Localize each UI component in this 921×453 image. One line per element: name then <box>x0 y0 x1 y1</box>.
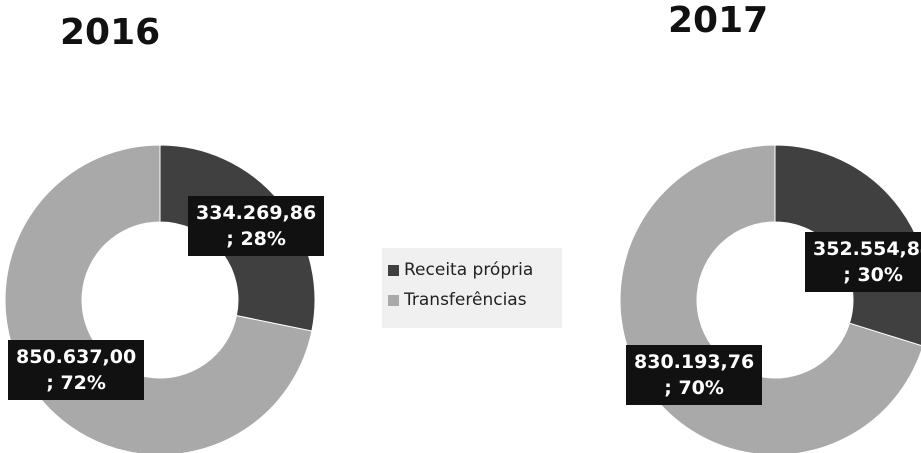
data-label: 850.637,00 ; 72% <box>8 340 145 400</box>
chart-title: 2016 <box>60 12 161 53</box>
legend-text: Receita própria <box>404 260 534 280</box>
legend-item: Transferências <box>388 290 556 310</box>
legend-text: Transferências <box>404 290 527 310</box>
data-label: 830.193,76 ; 70% <box>626 345 763 405</box>
data-label: 352.554,84 ; 30% <box>805 232 921 292</box>
legend-swatch <box>388 295 399 306</box>
legend: Receita própria Transferências <box>382 248 562 328</box>
legend-item: Receita própria <box>388 260 556 280</box>
data-label: 334.269,86 ; 28% <box>188 196 325 256</box>
legend-swatch <box>388 265 399 276</box>
chart-title: 2017 <box>668 0 769 41</box>
